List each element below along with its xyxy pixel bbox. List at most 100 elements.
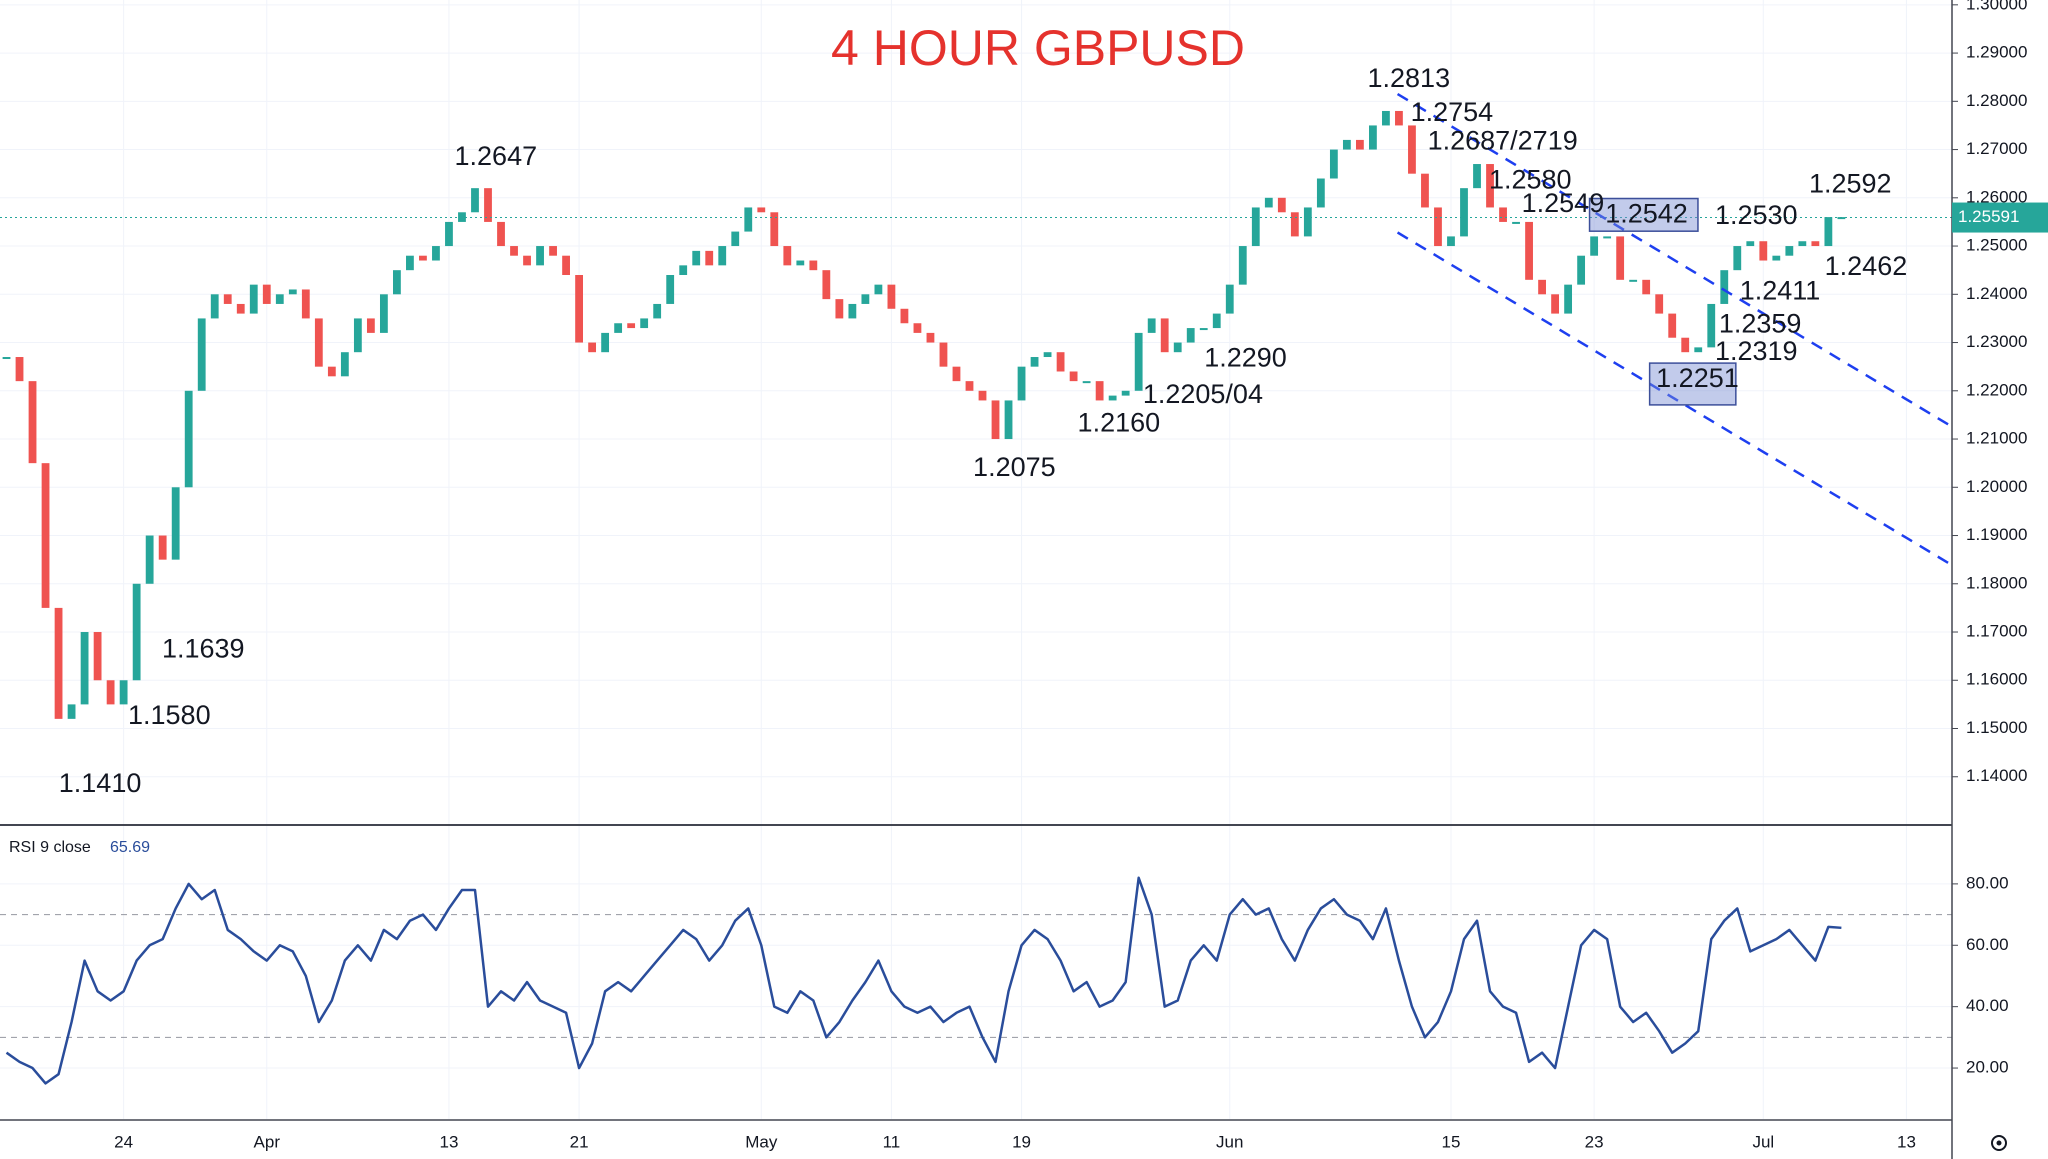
last-price-box xyxy=(1952,202,2048,233)
candle xyxy=(288,289,297,295)
y-tick-label: 40.00 xyxy=(1966,996,2009,1015)
y-tick-label: 1.24000 xyxy=(1966,284,2027,303)
rsi-line xyxy=(5,876,1842,1085)
candle xyxy=(939,342,948,367)
candle xyxy=(314,318,323,367)
x-tick-label: 21 xyxy=(570,1132,589,1151)
y-tick-label: 1.23000 xyxy=(1966,332,2027,351)
candle xyxy=(848,303,857,319)
candle xyxy=(640,318,649,329)
candle xyxy=(692,250,701,266)
candle xyxy=(1460,188,1468,237)
candle xyxy=(1473,164,1481,189)
candle xyxy=(861,294,870,304)
candle xyxy=(497,221,505,247)
candle xyxy=(588,342,597,353)
candle xyxy=(809,260,818,271)
candle xyxy=(1694,347,1703,353)
candle xyxy=(783,246,792,266)
candle xyxy=(1642,279,1651,295)
y-tick-label: 1.21000 xyxy=(1966,429,2027,448)
candle xyxy=(432,246,440,261)
candle xyxy=(1590,236,1599,256)
candle xyxy=(679,265,688,275)
candle xyxy=(1772,255,1781,261)
x-tick-label: 13 xyxy=(1897,1132,1916,1151)
annotation: 1.2205/04 xyxy=(1143,379,1263,409)
candle xyxy=(1017,366,1026,401)
candle xyxy=(562,255,570,275)
x-tick-label: 23 xyxy=(1585,1132,1604,1151)
candle xyxy=(1733,246,1742,271)
candle xyxy=(653,303,662,319)
candle xyxy=(1525,221,1533,280)
candle xyxy=(67,704,76,719)
candle xyxy=(1303,207,1312,237)
candle xyxy=(171,487,180,560)
candle xyxy=(210,294,219,319)
candle xyxy=(1355,139,1364,150)
annotation: 1.2592 xyxy=(1809,169,1892,199)
candle xyxy=(887,284,896,309)
annotation: 1.2754 xyxy=(1411,97,1494,127)
candle xyxy=(262,284,271,304)
candle xyxy=(275,294,284,304)
rsi-header: RSI 9 close xyxy=(9,839,91,856)
annotation: 1.1639 xyxy=(162,634,245,664)
candle xyxy=(249,284,258,314)
candle xyxy=(926,332,935,343)
annotation: 1.2530 xyxy=(1715,200,1798,230)
x-tick-label: 19 xyxy=(1012,1132,1031,1151)
y-tick-label: 20.00 xyxy=(1966,1058,2009,1077)
candle xyxy=(822,270,831,300)
candle xyxy=(1824,217,1833,247)
candle xyxy=(236,303,245,314)
candle xyxy=(1382,110,1390,126)
annotation: 1.2549 xyxy=(1522,188,1605,218)
candle xyxy=(1082,381,1091,384)
candle xyxy=(1577,255,1586,285)
candle xyxy=(1551,294,1559,314)
candle xyxy=(379,294,388,333)
candle xyxy=(1434,207,1442,247)
candle xyxy=(1395,110,1403,126)
y-tick-label: 1.28000 xyxy=(1966,91,2027,110)
candle xyxy=(197,318,206,391)
annotation: 1.2580 xyxy=(1489,165,1572,195)
settings-icon[interactable] xyxy=(1991,1135,2007,1151)
candle xyxy=(1056,352,1065,372)
candle xyxy=(106,680,115,705)
annotation: 1.2359 xyxy=(1719,308,1802,338)
candle xyxy=(614,323,623,333)
candle xyxy=(731,231,740,247)
x-tick-label: 11 xyxy=(883,1132,901,1151)
candle xyxy=(1408,125,1416,174)
y-tick-label: 1.20000 xyxy=(1966,477,2027,496)
candle xyxy=(900,308,909,324)
candle xyxy=(874,284,883,295)
candle xyxy=(1043,352,1052,358)
candle xyxy=(393,270,401,295)
x-tick-label: May xyxy=(745,1132,778,1151)
candle xyxy=(1342,139,1351,150)
annotation: 1.2462 xyxy=(1825,251,1908,281)
annotation: 1.2075 xyxy=(973,452,1056,482)
candle xyxy=(15,357,24,382)
candle xyxy=(80,632,89,705)
candle xyxy=(1811,241,1820,247)
candle xyxy=(666,275,675,304)
candle xyxy=(510,246,518,256)
x-tick-label: Jun xyxy=(1216,1132,1243,1151)
candle xyxy=(1785,246,1794,256)
candle xyxy=(327,366,336,377)
candle xyxy=(549,246,557,256)
candle xyxy=(1225,284,1234,314)
annotation: 1.2411 xyxy=(1740,276,1821,306)
candle xyxy=(1134,332,1143,391)
y-tick-label: 1.15000 xyxy=(1966,718,2027,737)
y-tick-label: 60.00 xyxy=(1966,935,2009,954)
candle xyxy=(1837,217,1846,220)
candle xyxy=(978,390,987,401)
candle xyxy=(445,221,453,247)
